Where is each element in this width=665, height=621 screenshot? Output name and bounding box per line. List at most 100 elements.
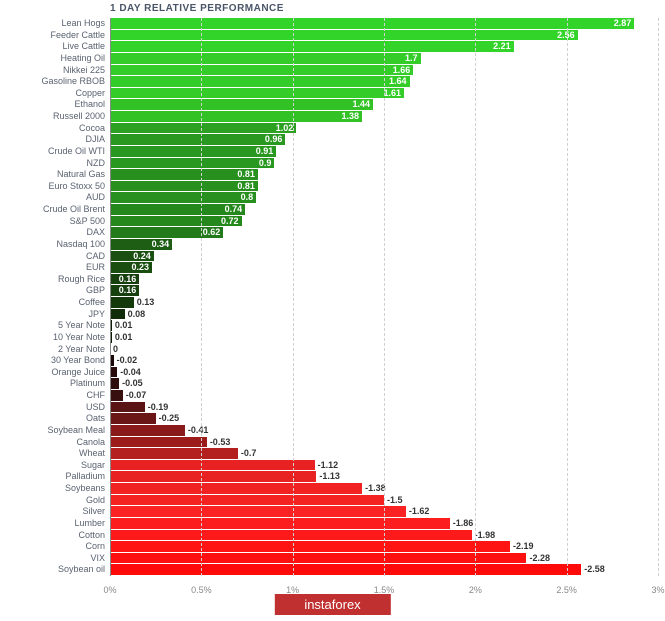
bar-category-label: VIX: [90, 553, 105, 565]
bar: 2.56: [110, 30, 578, 41]
bar: [110, 378, 119, 389]
bar-category-label: Lumber: [74, 518, 105, 530]
bar-category-label: Gold: [86, 495, 105, 507]
gridline: [384, 18, 385, 576]
bar-row: Lumber-1.86: [0, 518, 665, 530]
bar-category-label: Silver: [82, 506, 105, 518]
bar: 0.62: [110, 227, 223, 238]
bar-value-label: 0.23: [131, 262, 149, 273]
bar-row: CHF-0.07: [0, 390, 665, 402]
bar: [110, 530, 472, 541]
bar: 0.16: [110, 285, 139, 296]
bar: 0.74: [110, 204, 245, 215]
bar-category-label: Russell 2000: [53, 111, 105, 123]
bar-category-label: Soybean oil: [58, 564, 105, 576]
bar-value-label: 0.81: [237, 181, 255, 192]
bar-category-label: NZD: [87, 158, 106, 170]
bar-value-label: 0.72: [221, 216, 239, 227]
bar-value-label: 0.91: [256, 146, 274, 157]
bar-value-label: 1.02: [276, 123, 294, 134]
bar: [110, 390, 123, 401]
bar: [110, 495, 384, 506]
bar-category-label: Heating Oil: [60, 53, 105, 65]
bar-value-label: -0.04: [120, 367, 141, 378]
bar-row: CAD0.24: [0, 251, 665, 263]
bar: [110, 541, 510, 552]
bar-row: Live Cattle2.21: [0, 41, 665, 53]
axis-tick-label: 0%: [103, 585, 116, 595]
bars-wrapper: Lean Hogs2.87Feeder Cattle2.56Live Cattl…: [0, 18, 665, 576]
bar-value-label: -0.02: [117, 355, 138, 366]
bar-row: Lean Hogs2.87: [0, 18, 665, 30]
bar: [110, 564, 581, 575]
bar-category-label: Sugar: [81, 460, 105, 472]
bar: [110, 367, 117, 378]
bar-category-label: Oats: [86, 413, 105, 425]
axis-tick-label: 2%: [469, 585, 482, 595]
bar-row: NZD 0.9: [0, 158, 665, 170]
bar-value-label: 1.66: [393, 65, 411, 76]
bar-category-label: Rough Rice: [58, 274, 105, 286]
bar: [110, 402, 145, 413]
bar: [110, 448, 238, 459]
bar: 0.9: [110, 158, 274, 169]
bar-category-label: Coffee: [79, 297, 105, 309]
bar-category-label: Palladium: [65, 471, 105, 483]
bar-row: Palladium-1.13: [0, 471, 665, 483]
bar-row: Wheat-0.7: [0, 448, 665, 460]
bar-value-label: 2.21: [493, 41, 511, 52]
bar-value-label: 0.16: [119, 285, 137, 296]
bar: 0.16: [110, 274, 139, 285]
bar-value-label: -0.41: [188, 425, 209, 436]
bar-row: Platinum-0.05: [0, 378, 665, 390]
bar-value-label: 0.9: [259, 158, 272, 169]
axis-tick-label: 3%: [651, 585, 664, 595]
bar-category-label: EUR: [86, 262, 105, 274]
bar-row: JPY0.08: [0, 309, 665, 321]
bar-value-label: -2.19: [513, 541, 534, 552]
bar-category-label: JPY: [88, 309, 105, 321]
bar-row: Coffee0.13: [0, 297, 665, 309]
bar-value-label: -0.19: [148, 402, 169, 413]
performance-chart: 1 DAY RELATIVE PERFORMANCE Lean Hogs2.87…: [0, 0, 665, 621]
bar-value-label: -0.07: [126, 390, 147, 401]
bar-category-label: Crude Oil WTI: [48, 146, 105, 158]
bar-row: Nasdaq 1000.34: [0, 239, 665, 251]
bar-row: Copper1.61: [0, 88, 665, 100]
bar-value-label: -0.25: [159, 413, 180, 424]
bar-row: Soybean oil-2.58: [0, 564, 665, 576]
bar: [110, 553, 526, 564]
bar-row: Nikkei 225 1.66: [0, 65, 665, 77]
bar-category-label: Corn: [85, 541, 105, 553]
bar-category-label: S&P 500: [70, 216, 105, 228]
bar: [110, 471, 316, 482]
bar-value-label: -1.12: [318, 460, 339, 471]
bar-value-label: -2.28: [529, 553, 550, 564]
bar: [110, 506, 406, 517]
bar-category-label: Euro Stoxx 50: [48, 181, 105, 193]
bar: [110, 425, 185, 436]
bar: 0.8: [110, 192, 256, 203]
bar-category-label: Crude Oil Brent: [43, 204, 105, 216]
bar-value-label: 0.62: [203, 227, 221, 238]
bar-category-label: Soybeans: [65, 483, 105, 495]
bar-row: Orange Juice-0.04: [0, 367, 665, 379]
bar-row: Gold-1.5: [0, 495, 665, 507]
bar-category-label: Nikkei 225: [63, 65, 105, 77]
bar-category-label: DJIA: [85, 134, 105, 146]
bar: 0.23: [110, 262, 152, 273]
gridline: [567, 18, 568, 576]
chart-title: 1 DAY RELATIVE PERFORMANCE: [110, 3, 284, 14]
bar: 1.38: [110, 111, 362, 122]
bar-row: Soybeans-1.38: [0, 483, 665, 495]
bar: [110, 297, 134, 308]
bar-row: Sugar -1.12: [0, 460, 665, 472]
bar: 1.64: [110, 76, 410, 87]
bar-row: Ethanol1.44: [0, 99, 665, 111]
bar-category-label: 30 Year Bond: [51, 355, 105, 367]
bar-row: GBP0.16: [0, 285, 665, 297]
bar: 1.66: [110, 65, 413, 76]
watermark: instaforex: [274, 594, 390, 615]
bar-row: Silver-1.62: [0, 506, 665, 518]
bar-row: VIX -2.28: [0, 553, 665, 565]
